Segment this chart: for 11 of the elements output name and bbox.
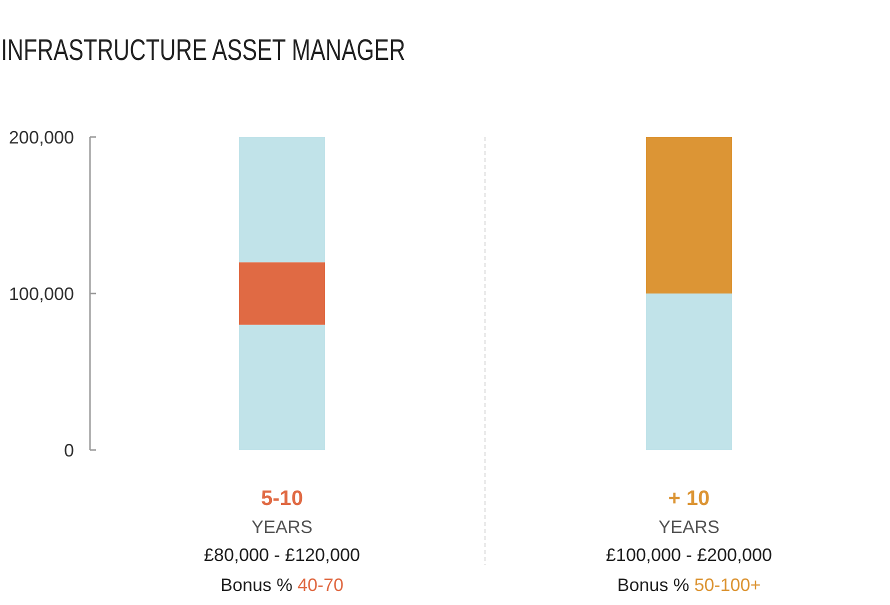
x-tick-label: + 10 YEARS £100,000 - £200,000 Bonus % 50-100+ [606, 487, 772, 595]
bar [646, 294, 732, 450]
y-tick-label: 200,000 [8, 127, 74, 148]
bar [239, 137, 325, 262]
y-tick-label: 100,000 [8, 284, 74, 304]
bar [239, 262, 325, 325]
y-tick-label: 0 [64, 440, 74, 460]
chart-title: INFRASTRUCTURE ASSET MANAGER [1, 32, 406, 67]
bar [646, 137, 732, 294]
bar [239, 324, 325, 450]
x-tick-label: 5-10 YEARS £80,000 - £120,000 Bonus % 40-70 [204, 487, 360, 595]
